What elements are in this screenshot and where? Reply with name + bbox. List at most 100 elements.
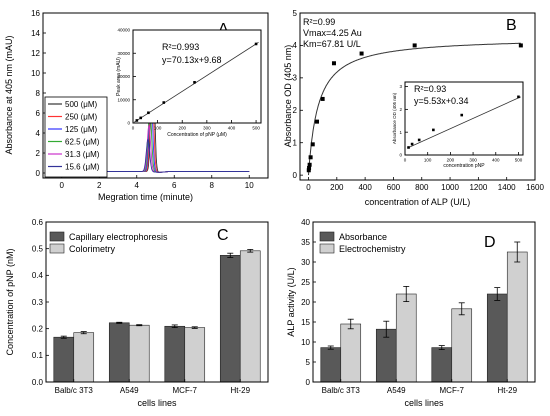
panel-b-inset-annotation: R²=0.93: [414, 84, 446, 94]
panel-a-xtick-label: 6: [172, 181, 177, 190]
panel-d: Balb/c 3T3 A549 MCF-7 Ht-29 0 5 10 15 20 25 30 35 40…: [286, 218, 536, 408]
panel-c-bar: [53, 336, 75, 383]
panel-b-ytick-label: 0: [293, 171, 298, 180]
panel-b-inset-ytick-label: 0: [399, 153, 402, 158]
panel-b-inset-xtick-label: 200: [447, 158, 455, 163]
panel-d-ytick-label: 30: [301, 258, 310, 267]
panel-a-inset-xtick-label: 100: [154, 126, 162, 131]
panel-b-annotation: R²=0.99: [303, 17, 335, 27]
panel-d-ytick-label: 5: [306, 358, 311, 367]
panel-c-x-axis-title: cells lines: [137, 398, 177, 408]
panel-d-legend-swatch: [319, 243, 335, 254]
panel-a-inset-ytick-label: 10000: [117, 97, 130, 102]
panel-a-inset-ytick-label: 30000: [117, 51, 130, 56]
panel-b-xtick-label: 600: [387, 183, 401, 192]
panel-a-xtick-label: 10: [245, 181, 254, 190]
panel-a-inset-xtick-label: 300: [203, 126, 211, 131]
panel-b-inset-xtick-label: 400: [492, 158, 500, 163]
panel-b-annotation: Vmax=4.25 Au: [303, 28, 362, 38]
panel-a-inset-ytick-label: 20000: [117, 74, 130, 79]
panel-a-ytick-label: 14: [31, 29, 40, 38]
panel-a-inset-xtick-label: 200: [178, 126, 186, 131]
panel-d-xtick-label: Balb/c 3T3: [322, 386, 361, 395]
panel-a-ytick-label: 6: [36, 109, 41, 118]
panel-a-ytick-label: 2: [36, 149, 41, 158]
panel-b-point: [359, 51, 364, 56]
panel-d-ytick-label: 15: [301, 318, 310, 327]
panel-d-ytick-label: 35: [301, 238, 310, 247]
panel-a-y-axis-title: Absorbance at 405 nm (mAU): [4, 35, 14, 154]
panel-b-letter: B: [506, 17, 517, 34]
panel-a-inset-point: [147, 111, 150, 115]
panel-b-y-axis-title: Absorbance OD (405 nm): [283, 45, 293, 148]
panel-c-bar: [239, 250, 261, 383]
panel-a-inset-point: [135, 119, 139, 122]
panel-b-xtick-label: 0: [306, 183, 311, 192]
panel-c-ytick-label: 0.1: [32, 351, 44, 360]
panel-b-inset-ytick-label: 1: [399, 130, 402, 135]
panel-d-ytick-label: 40: [301, 218, 310, 227]
panel-a-inset-xtick-label: 0: [132, 126, 135, 131]
panel-d-xtick-label: MCF-7: [440, 386, 465, 395]
panel-b-ytick-label: 2: [293, 106, 298, 115]
panel-b-xtick-label: 1200: [469, 183, 487, 192]
panel-b-inset-point: [417, 138, 421, 142]
panel-b-ytick-label: 4: [293, 41, 298, 50]
panel-b-inset-point: [432, 128, 435, 132]
panel-b-x-axis-title: concentration of ALP (U/L): [365, 197, 470, 207]
panel-b-inset-point: [407, 146, 410, 149]
panel-b-inset-fit-line: [407, 96, 521, 149]
panel-c-bar: [73, 332, 95, 383]
panel-d-xtick-label: A549: [387, 386, 406, 395]
panel-a-legend-label: 125 (μM): [65, 125, 98, 134]
panel-a-xtick-label: 2: [97, 181, 102, 190]
panel-b-ytick-label: 1: [293, 139, 298, 148]
panel-d-bar: [395, 293, 417, 383]
panel-b-inset-background: [405, 82, 523, 155]
panel-b-inset-xtick-label: 300: [469, 158, 477, 163]
panel-c-xtick-label: MCF-7: [173, 386, 198, 395]
panel-b-xtick-label: 800: [415, 183, 429, 192]
panel-a-xtick-label: 4: [135, 181, 140, 190]
panel-b-inset-frame: [404, 81, 524, 156]
panel-d-legend-swatch: [319, 231, 335, 242]
panel-a-inset-point: [254, 42, 258, 46]
panel-c-legend-label: Colorimetry: [69, 244, 116, 254]
panel-b-inset-point: [460, 113, 464, 117]
panel-b-point: [307, 166, 312, 171]
panel-b-xtick-label: 200: [330, 183, 344, 192]
panel-a-ytick-label: 4: [36, 129, 41, 138]
panel-d-legend-label: Absorbance: [339, 232, 387, 242]
panel-b-point: [306, 168, 311, 173]
panel-a-xtick-label: 0: [60, 181, 65, 190]
panel-c-bar: [184, 327, 206, 383]
panel-a-ytick-label: 0: [36, 169, 41, 178]
panel-d-x-axis-title: cells lines: [404, 398, 444, 408]
panel-a-inset-xtick-label: 400: [228, 126, 236, 131]
panel-d-ytick-label: 0: [306, 378, 311, 387]
panel-b-inset-x-title: concentration pNP: [443, 163, 485, 169]
panel-d-ytick-label: 25: [301, 278, 310, 287]
panel-c-xtick-label: A549: [120, 386, 139, 395]
panel-b-xtick-label: 1400: [498, 183, 516, 192]
panel-a-legend-box: [44, 96, 108, 178]
panel-a-legend-label: 15.6 (μM): [65, 163, 100, 172]
panel-d-bar: [506, 251, 528, 383]
panel-a-legend-label: 500 (μM): [65, 100, 98, 109]
panel-b-point: [307, 162, 312, 167]
panel-a-inset-xtick-label: 500: [252, 126, 260, 131]
panel-d-bar: [486, 293, 508, 383]
panel-a-xtick-label: 8: [210, 181, 215, 190]
panel-c-legend-swatch: [49, 231, 65, 242]
panel-b-plot-frame: [299, 12, 536, 181]
panel-b-inset-point: [517, 95, 520, 99]
panel-a-inset-y-title: Peak area (mAU): [116, 57, 122, 96]
panel-a-legend-label: 250 (μM): [65, 113, 98, 122]
panel-b-xtick-label: 400: [358, 183, 372, 192]
panel-c-ytick-label: 0.3: [32, 298, 44, 307]
panel-b-point: [518, 43, 523, 48]
panel-a-inset-point: [139, 116, 143, 120]
panel-c-legend-swatch: [49, 243, 65, 254]
